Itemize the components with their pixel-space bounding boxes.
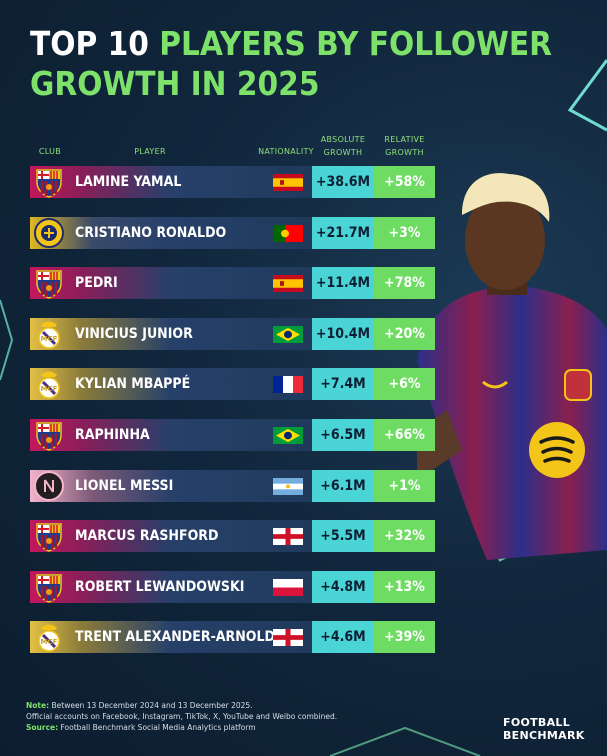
al-nassr-crest-icon — [33, 217, 65, 249]
real-madrid-crest-icon: MCF — [33, 368, 65, 400]
player-name: KYLIAN MBAPPÉ — [75, 376, 191, 393]
relative-growth-cell: +39% — [374, 621, 435, 654]
relative-growth-cell: +13% — [374, 570, 435, 603]
header-nationality: NATIONALITY — [258, 147, 314, 156]
fc-barcelona-crest-icon — [33, 419, 65, 451]
player-bar — [30, 216, 312, 249]
footnotes: Note: Between 13 December 2024 and 13 De… — [26, 700, 337, 733]
player-bar — [30, 267, 312, 300]
relative-growth-cell: +32% — [374, 520, 435, 553]
note-line: Note: Between 13 December 2024 and 13 De… — [26, 701, 253, 710]
absolute-growth-cell: +4.8M — [312, 570, 374, 603]
relative-growth-cell: +1% — [374, 469, 435, 502]
player-bar — [30, 166, 312, 198]
fc-barcelona-crest-icon — [33, 571, 65, 603]
header-absolute-line1: ABSOLUTE — [320, 135, 366, 144]
absolute-growth-cell: +5.5M — [312, 520, 374, 553]
absolute-growth-cell: +7.4M — [312, 368, 374, 401]
england-flag-icon — [273, 528, 303, 546]
football-benchmark-logo: FOOTBALL BENCHMARK — [503, 716, 585, 742]
player-bar — [30, 368, 312, 401]
relative-growth-cell: +3% — [374, 216, 435, 249]
player-name: VINICIUS JUNIOR — [75, 325, 193, 342]
real-madrid-crest-icon: MCF — [33, 318, 65, 350]
svg-text:MCF: MCF — [41, 385, 58, 393]
fc-barcelona-crest-icon — [33, 166, 65, 198]
player-name: TRENT ALEXANDER-ARNOLD — [75, 629, 275, 646]
absolute-growth-cell: +21.7M — [312, 216, 374, 249]
inter-miami-crest-icon — [33, 470, 65, 502]
header-absolute-growth: ABSOLUTE GROWTH — [312, 135, 374, 158]
relative-growth-cell: +20% — [374, 317, 435, 350]
brand-line2: BENCHMARK — [503, 729, 585, 742]
player-name: LIONEL MESSI — [75, 477, 174, 494]
brazil-flag-icon — [273, 325, 303, 343]
spain-flag-icon — [273, 275, 303, 293]
real-madrid-crest-icon: MCF — [33, 621, 65, 653]
header-relative-line1: RELATIVE — [384, 135, 425, 144]
player-bar — [30, 419, 312, 451]
header-relative-line2: GROWTH — [385, 148, 424, 157]
england-flag-icon — [273, 629, 303, 647]
page-title: TOP 10 PLAYERS BY FOLLOWER GROWTH IN 202… — [30, 24, 553, 103]
svg-text:MCF: MCF — [41, 638, 58, 646]
absolute-growth-cell: +6.5M — [312, 419, 374, 451]
argentina-flag-icon — [273, 477, 303, 495]
source-line: Source: Football Benchmark Social Media … — [26, 723, 256, 732]
player-name: PEDRI — [75, 275, 118, 292]
fc-barcelona-crest-icon — [33, 267, 65, 299]
player-name: CRISTIANO RONALDO — [75, 224, 227, 241]
absolute-growth-cell: +4.6M — [312, 621, 374, 654]
header-club: CLUB — [38, 147, 62, 156]
poland-flag-icon — [273, 578, 303, 596]
header-relative-growth: RELATIVE GROWTH — [374, 135, 435, 158]
fc-barcelona-crest-icon — [33, 520, 65, 552]
player-bar — [30, 520, 312, 553]
spain-flag-icon — [273, 174, 303, 191]
relative-growth-cell: +66% — [374, 419, 435, 451]
absolute-growth-cell: +38.6M — [312, 166, 374, 198]
relative-growth-cell: +6% — [374, 368, 435, 401]
player-name: ROBERT LEWANDOWSKI — [75, 578, 245, 595]
player-bar — [30, 621, 312, 654]
note-accounts-line: Official accounts on Facebook, Instagram… — [26, 712, 338, 721]
france-flag-icon — [273, 376, 303, 394]
player-name: MARCUS RASHFORD — [75, 528, 219, 545]
absolute-growth-cell: +11.4M — [312, 267, 374, 300]
svg-text:MCF: MCF — [41, 335, 58, 343]
header-absolute-line2: GROWTH — [323, 148, 363, 157]
player-name: LAMINE YAMAL — [75, 174, 182, 190]
brazil-flag-icon — [273, 427, 303, 444]
brand-line1: FOOTBALL — [503, 716, 571, 729]
absolute-growth-cell: +10.4M — [312, 317, 374, 350]
relative-growth-cell: +58% — [374, 166, 435, 198]
player-illustration — [417, 173, 607, 560]
header-player: PLAYER — [134, 147, 166, 156]
player-bar — [30, 469, 312, 502]
player-bar — [30, 570, 312, 603]
player-name: RAPHINHA — [75, 427, 150, 443]
relative-growth-cell: +78% — [374, 267, 435, 300]
portugal-flag-icon — [273, 224, 303, 242]
absolute-growth-cell: +6.1M — [312, 469, 374, 502]
player-bar — [30, 317, 312, 350]
